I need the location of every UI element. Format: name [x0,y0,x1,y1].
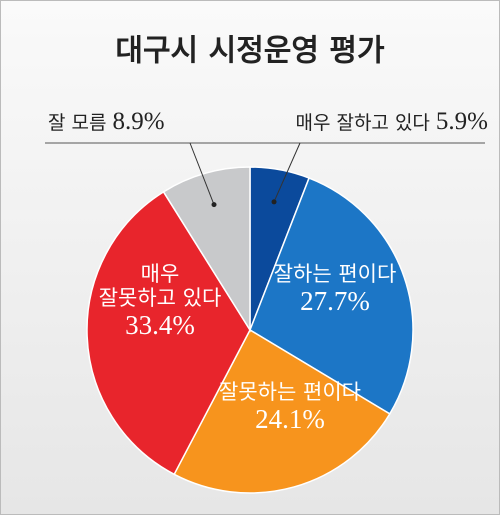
leader-line [273,142,301,203]
value-label: 24.1% [255,404,325,435]
pie-slice [173,328,391,494]
value-label: 33.4% [125,310,195,341]
value-label: 8.9% [112,108,165,135]
category-label: 잘하는 편이다 [273,262,397,286]
value-label: 5.9% [435,108,488,135]
category-label: 잘못하는 편이다 [219,380,361,404]
pie-slice [86,190,251,476]
outside-label: 매우 잘하고 있다 5.9% [295,108,488,136]
value-label: 27.7% [300,286,370,317]
leader-dot [211,202,217,208]
slice-label: 잘못하는 편이다 24.1% [219,380,361,435]
pie-slice [162,166,251,333]
pie-slice [249,177,414,415]
category-label: 매우 잘하고 있다 [295,112,430,134]
pie [86,142,414,494]
outside-label: 잘 모름 8.9% [48,108,165,136]
leader-line [189,142,215,205]
slice-label: 잘하는 편이다 27.7% [274,262,397,317]
category-label: 잘 모름 [48,112,107,134]
slice-label: 매우 잘못하고 있다 33.4% [99,262,222,341]
leader-dot [271,199,277,205]
category-label: 매우 잘못하고 있다 [98,262,222,311]
chart-title: 대구시 시정운영 평가 [115,34,385,69]
